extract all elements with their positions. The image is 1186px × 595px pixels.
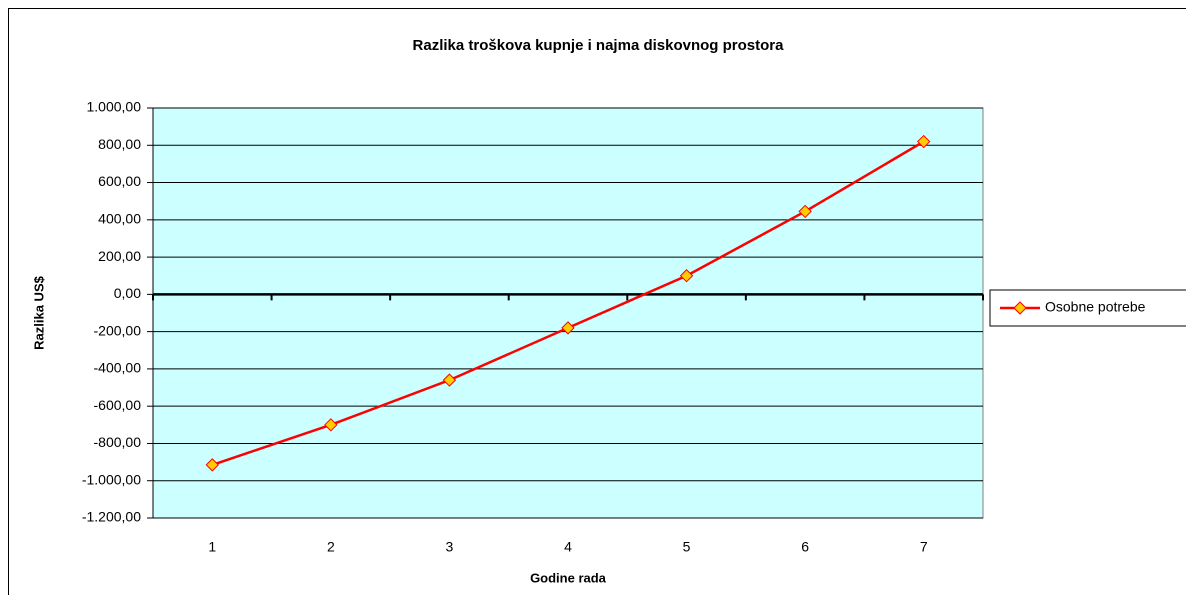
data-point bbox=[561, 321, 575, 335]
data-point bbox=[205, 458, 219, 472]
chart-title: Razlika troškova kupnje i najma diskovno… bbox=[413, 37, 785, 54]
y-tick-label: -200,00 bbox=[94, 322, 142, 338]
y-tick-label: -800,00 bbox=[94, 434, 142, 450]
y-tick-label: 200,00 bbox=[98, 248, 141, 264]
legend-label: Osobne potrebe bbox=[1045, 299, 1146, 315]
y-tick-label: -1.000,00 bbox=[82, 471, 141, 487]
x-tick-label: 6 bbox=[801, 539, 809, 555]
y-tick-label: -1.200,00 bbox=[82, 509, 141, 525]
data-point bbox=[798, 204, 812, 219]
x-tick-label: 7 bbox=[920, 539, 928, 555]
y-tick-label: 0,00 bbox=[114, 285, 141, 301]
y-tick-label: 1.000,00 bbox=[87, 99, 142, 115]
y-tick-label: 800,00 bbox=[98, 136, 141, 152]
x-tick-label: 3 bbox=[446, 539, 454, 555]
legend-marker bbox=[1013, 301, 1027, 315]
x-tick-label: 4 bbox=[564, 539, 572, 555]
y-tick-label: -600,00 bbox=[94, 397, 142, 413]
y-axis-label: Razlika US$ bbox=[31, 275, 46, 349]
x-tick-label: 1 bbox=[208, 539, 216, 555]
x-tick-label: 5 bbox=[683, 539, 691, 555]
y-tick-label: -400,00 bbox=[94, 360, 142, 376]
x-tick-label: 2 bbox=[327, 539, 335, 555]
data-point bbox=[679, 269, 694, 283]
plot-area bbox=[152, 107, 984, 519]
x-axis-label: Godine rada bbox=[530, 570, 607, 585]
y-tick-label: 400,00 bbox=[98, 211, 141, 227]
data-point bbox=[442, 373, 457, 387]
data-point bbox=[917, 134, 931, 149]
data-point bbox=[324, 418, 338, 432]
y-tick-label: 600,00 bbox=[98, 173, 141, 189]
